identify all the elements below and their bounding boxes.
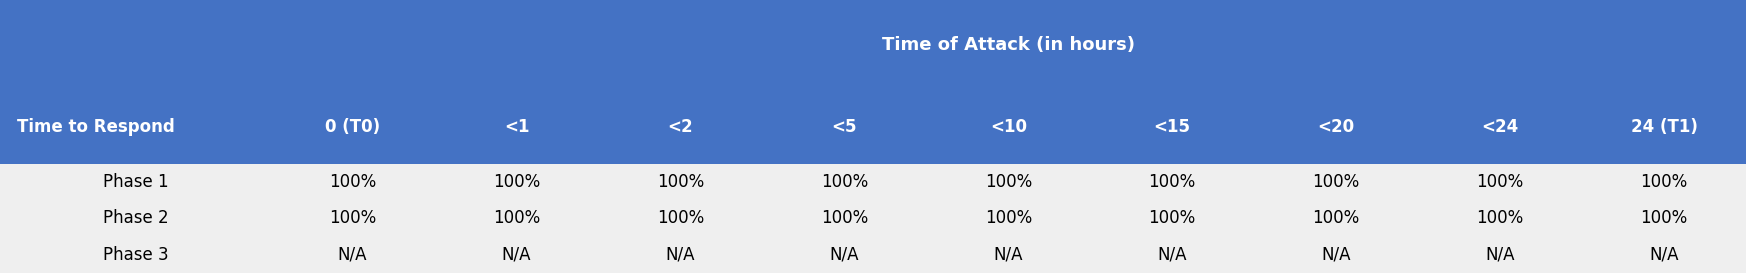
Text: 100%: 100%	[1149, 209, 1196, 227]
Text: <5: <5	[831, 118, 857, 136]
Text: 0 (T0): 0 (T0)	[325, 118, 381, 136]
Text: Phase 2: Phase 2	[103, 209, 168, 227]
Text: 100%: 100%	[985, 173, 1032, 191]
Text: N/A: N/A	[337, 246, 367, 264]
Text: <10: <10	[990, 118, 1027, 136]
Text: N/A: N/A	[1650, 246, 1680, 264]
Text: 100%: 100%	[656, 209, 704, 227]
Text: 100%: 100%	[1149, 173, 1196, 191]
Text: 100%: 100%	[985, 209, 1032, 227]
Text: 100%: 100%	[821, 173, 868, 191]
Bar	[0, 0, 1746, 90]
Text: Time to Respond: Time to Respond	[17, 118, 175, 136]
Text: <15: <15	[1154, 118, 1191, 136]
Text: 100%: 100%	[656, 173, 704, 191]
Text: 100%: 100%	[1313, 173, 1360, 191]
Text: N/A: N/A	[501, 246, 531, 264]
Text: 100%: 100%	[1477, 209, 1524, 227]
Text: 100%: 100%	[1641, 209, 1688, 227]
Text: 100%: 100%	[1641, 173, 1688, 191]
Bar	[0, 237, 1746, 273]
Bar	[0, 164, 1746, 200]
Text: 100%: 100%	[328, 173, 375, 191]
Text: N/A: N/A	[1158, 246, 1187, 264]
Text: N/A: N/A	[665, 246, 695, 264]
Text: 24 (T1): 24 (T1)	[1631, 118, 1697, 136]
Text: <2: <2	[667, 118, 693, 136]
Text: Time of Attack (in hours): Time of Attack (in hours)	[882, 36, 1135, 54]
Text: N/A: N/A	[829, 246, 859, 264]
Bar	[0, 90, 1746, 164]
Text: Phase 1: Phase 1	[103, 173, 168, 191]
Text: <1: <1	[505, 118, 529, 136]
Text: <20: <20	[1318, 118, 1355, 136]
Text: Phase 3: Phase 3	[103, 246, 168, 264]
Text: 100%: 100%	[492, 173, 540, 191]
Text: <24: <24	[1481, 118, 1519, 136]
Text: N/A: N/A	[993, 246, 1023, 264]
Text: 100%: 100%	[492, 209, 540, 227]
Text: 100%: 100%	[1313, 209, 1360, 227]
Text: 100%: 100%	[328, 209, 375, 227]
Text: 100%: 100%	[1477, 173, 1524, 191]
Text: 100%: 100%	[821, 209, 868, 227]
Text: N/A: N/A	[1486, 246, 1516, 264]
Bar	[0, 200, 1746, 237]
Text: N/A: N/A	[1322, 246, 1351, 264]
